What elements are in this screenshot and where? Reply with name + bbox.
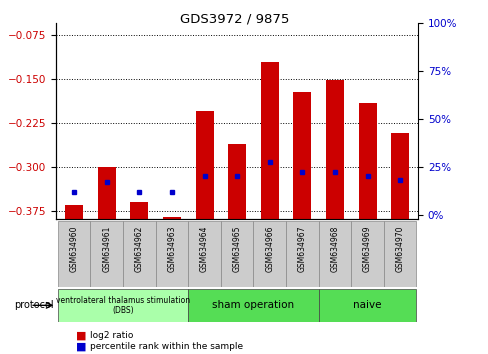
Text: GSM634966: GSM634966 (264, 226, 274, 272)
Text: GSM634960: GSM634960 (69, 226, 79, 272)
Bar (65, 205, 83, 219)
Text: GSM634964: GSM634964 (200, 226, 209, 272)
Text: GSM634969: GSM634969 (362, 226, 371, 272)
Bar (293, 92, 311, 219)
Text: GSM634963: GSM634963 (167, 226, 176, 272)
Text: percentile rank within the sample: percentile rank within the sample (90, 342, 243, 352)
FancyBboxPatch shape (318, 289, 416, 322)
FancyBboxPatch shape (123, 221, 155, 287)
Bar (325, 80, 343, 219)
FancyBboxPatch shape (285, 221, 318, 287)
FancyBboxPatch shape (58, 289, 188, 322)
Text: protocol: protocol (14, 300, 54, 310)
FancyBboxPatch shape (350, 221, 383, 287)
FancyBboxPatch shape (253, 221, 285, 287)
Bar (260, 62, 278, 219)
Text: GSM634968: GSM634968 (330, 226, 339, 272)
Bar (195, 111, 213, 219)
Text: ventrolateral thalamus stimulation
(DBS): ventrolateral thalamus stimulation (DBS) (56, 296, 190, 315)
Text: naive: naive (353, 300, 381, 310)
Bar (163, 217, 181, 219)
Bar (98, 167, 116, 219)
Text: GSM634961: GSM634961 (102, 226, 111, 272)
Bar (130, 202, 148, 219)
Bar (358, 103, 376, 219)
FancyBboxPatch shape (188, 221, 221, 287)
FancyBboxPatch shape (221, 221, 253, 287)
Bar (390, 133, 408, 219)
Text: sham operation: sham operation (212, 300, 294, 310)
Text: log2 ratio: log2 ratio (90, 331, 134, 340)
FancyBboxPatch shape (383, 221, 416, 287)
Text: ■: ■ (76, 330, 86, 340)
Text: GSM634962: GSM634962 (135, 226, 143, 272)
FancyBboxPatch shape (318, 221, 350, 287)
FancyBboxPatch shape (58, 221, 90, 287)
FancyBboxPatch shape (155, 221, 188, 287)
Text: GSM634967: GSM634967 (297, 226, 306, 272)
Text: GSM634970: GSM634970 (395, 226, 404, 272)
Bar (228, 144, 245, 219)
Text: GSM634965: GSM634965 (232, 226, 241, 272)
FancyBboxPatch shape (188, 289, 318, 322)
FancyBboxPatch shape (90, 221, 123, 287)
Text: ■: ■ (76, 342, 86, 352)
Text: GDS3972 / 9875: GDS3972 / 9875 (180, 12, 289, 25)
